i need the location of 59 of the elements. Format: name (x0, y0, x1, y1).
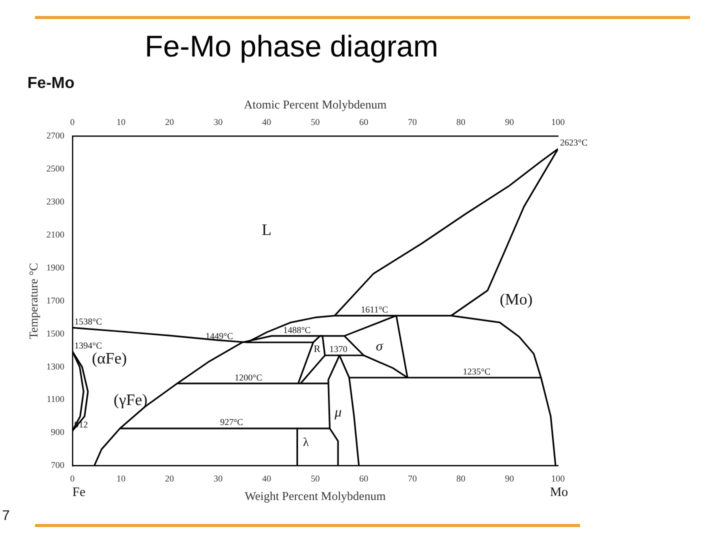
annotation: 1394°C (74, 340, 102, 350)
annotation: 1449°C (206, 331, 234, 342)
y-tick-label: 900 (50, 427, 65, 438)
annotation: 1488°C (283, 324, 311, 335)
x2-tick-label: 50 (310, 117, 320, 128)
x2-tick-label: 10 (116, 117, 126, 128)
text: 7 (2, 507, 10, 523)
y-tick-label: 700 (50, 460, 65, 470)
x2-tick-label: 70 (408, 117, 418, 128)
annotation: 1538°C (74, 316, 102, 327)
annotation: σ (376, 339, 384, 354)
annotation: μ (334, 405, 342, 420)
y-tick-label: 1900 (46, 262, 65, 272)
x2-tick-label: 100 (551, 117, 566, 128)
x-tick-label: 90 (504, 474, 514, 484)
y-tick-label: 2700 (46, 130, 65, 141)
chart-title: Fe-Mo phase diagram (144, 30, 438, 64)
annotation: (αFe) (92, 350, 127, 368)
text: Mo (550, 484, 568, 499)
x-axis-title: Weight Percent Molybdenum (244, 488, 386, 503)
x-tick-label: 60 (359, 474, 369, 484)
y-tick-label: 1100 (46, 394, 65, 404)
y-tick-label: 1300 (46, 361, 65, 372)
x-tick-label: 40 (262, 474, 272, 484)
text: Fe (72, 484, 86, 499)
x2-tick-label: 90 (504, 117, 514, 128)
x-tick-label: 30 (214, 474, 224, 484)
x-tick-label: 80 (456, 474, 466, 484)
x2-tick-label: 0 (70, 117, 76, 128)
annotation: 1200°C (234, 372, 262, 382)
y-axis-title: Temperature °C (26, 262, 40, 340)
x-tick-label: 10 (116, 474, 126, 484)
x2-tick-label: 30 (214, 117, 224, 128)
x-tick-label: 20 (165, 474, 175, 484)
x-tick-label: 70 (408, 474, 418, 484)
x-tick-label: 50 (310, 474, 320, 484)
annotation: 1370 (329, 344, 348, 354)
x2-tick-label: 20 (165, 117, 175, 128)
x-tick-label: 100 (551, 474, 566, 484)
x2-tick-label: 60 (359, 117, 369, 128)
y-tick-label: 2500 (46, 164, 65, 174)
x2-axis-title: Atomic Percent Molybdenum (244, 97, 388, 112)
annotation: 927°C (220, 417, 244, 428)
x2-tick-label: 80 (456, 117, 466, 128)
x2-tick-label: 40 (262, 117, 272, 128)
annotation: L (262, 222, 272, 240)
text: Fe-Mo (27, 75, 75, 92)
annotation: 1235°C (462, 366, 490, 376)
annotation: 1611°C (360, 304, 388, 315)
y-tick-label: 1500 (46, 328, 65, 338)
y-tick-label: 2300 (46, 196, 65, 206)
y-tick-label: 1700 (46, 295, 65, 306)
annotation: λ (303, 435, 310, 450)
annotation: (γFe) (114, 392, 148, 409)
y-tick-label: 2100 (46, 229, 65, 240)
x-tick-label: 0 (70, 474, 76, 484)
annotation: 2623°C (560, 138, 588, 148)
annotation: R (314, 344, 321, 356)
annotation: (Mo) (500, 291, 533, 308)
